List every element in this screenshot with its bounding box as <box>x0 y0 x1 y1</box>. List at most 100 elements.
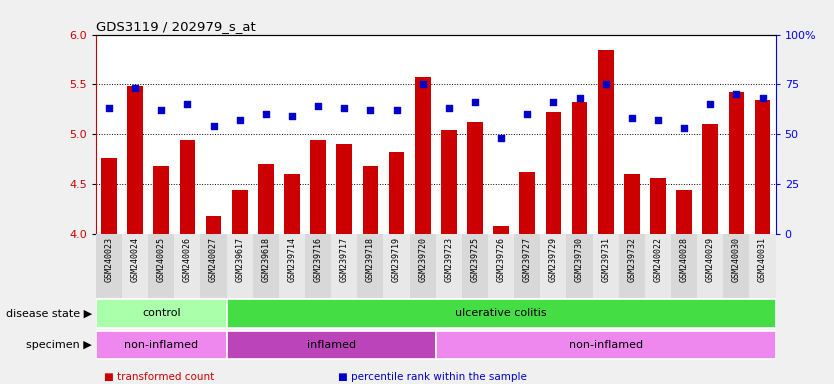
Text: GSM239732: GSM239732 <box>627 237 636 282</box>
Bar <box>697 234 723 298</box>
Bar <box>462 234 488 298</box>
Bar <box>200 234 227 298</box>
Bar <box>572 103 587 234</box>
Bar <box>253 234 279 298</box>
Bar <box>755 101 771 234</box>
Point <box>154 108 168 114</box>
Point <box>311 103 324 109</box>
Bar <box>540 234 566 298</box>
Point <box>338 105 351 111</box>
Text: GSM240031: GSM240031 <box>758 237 767 282</box>
Bar <box>331 234 357 298</box>
Bar <box>520 172 535 234</box>
Text: GSM239723: GSM239723 <box>445 237 454 282</box>
Bar <box>493 226 509 234</box>
Point <box>364 108 377 114</box>
Point <box>730 91 743 98</box>
Bar <box>593 234 619 298</box>
Text: control: control <box>142 308 181 318</box>
Bar <box>566 234 593 298</box>
Point <box>416 81 430 88</box>
Point <box>626 115 639 121</box>
Bar <box>723 234 750 298</box>
Text: GSM239726: GSM239726 <box>496 237 505 282</box>
Text: non-inflamed: non-inflamed <box>124 340 198 350</box>
Bar <box>389 152 404 234</box>
Text: GSM240024: GSM240024 <box>131 237 139 282</box>
Bar <box>227 299 776 328</box>
Bar <box>232 190 248 234</box>
Bar <box>96 331 227 359</box>
Bar <box>409 234 435 298</box>
Point <box>207 123 220 129</box>
Text: GSM240027: GSM240027 <box>209 237 218 282</box>
Text: GSM239618: GSM239618 <box>261 237 270 282</box>
Bar <box>651 178 666 234</box>
Text: specimen ▶: specimen ▶ <box>26 340 92 350</box>
Bar <box>750 234 776 298</box>
Text: GSM239717: GSM239717 <box>339 237 349 282</box>
Point <box>704 101 717 108</box>
Bar <box>179 141 195 234</box>
Point <box>756 95 769 101</box>
Text: GSM239725: GSM239725 <box>470 237 480 282</box>
Bar <box>441 131 457 234</box>
Text: GSM240030: GSM240030 <box>732 237 741 282</box>
Bar <box>101 158 117 234</box>
Bar <box>515 234 540 298</box>
Bar <box>645 234 671 298</box>
Bar <box>153 166 169 234</box>
Point <box>259 111 273 118</box>
Bar <box>702 124 718 234</box>
Text: GSM240023: GSM240023 <box>104 237 113 282</box>
Point <box>547 99 560 106</box>
Text: GSM239729: GSM239729 <box>549 237 558 282</box>
Point <box>389 108 403 114</box>
Bar <box>545 113 561 234</box>
Point <box>128 85 142 91</box>
Point <box>495 135 508 141</box>
Text: disease state ▶: disease state ▶ <box>6 308 92 318</box>
Point <box>599 81 612 88</box>
Bar <box>96 299 227 328</box>
Bar <box>435 234 462 298</box>
Text: ■ transformed count: ■ transformed count <box>104 372 214 382</box>
Text: GSM239727: GSM239727 <box>523 237 532 282</box>
Bar <box>284 174 300 234</box>
Bar <box>624 174 640 234</box>
Bar <box>258 164 274 234</box>
Bar <box>122 234 148 298</box>
Text: GSM239617: GSM239617 <box>235 237 244 282</box>
Bar <box>227 234 253 298</box>
Bar <box>467 122 483 234</box>
Point <box>651 118 665 124</box>
Text: GSM239716: GSM239716 <box>314 237 323 282</box>
Point <box>285 113 299 119</box>
Point <box>677 125 691 131</box>
Bar <box>384 234 409 298</box>
Bar <box>671 234 697 298</box>
Bar <box>279 234 305 298</box>
Point <box>520 111 534 118</box>
Bar <box>619 234 645 298</box>
Bar <box>148 234 174 298</box>
Bar <box>363 166 379 234</box>
Text: GSM239730: GSM239730 <box>575 237 584 282</box>
Point <box>103 105 116 111</box>
Text: GSM239720: GSM239720 <box>418 237 427 282</box>
Bar <box>598 50 614 234</box>
Text: GSM240028: GSM240028 <box>680 237 689 282</box>
Bar <box>206 216 221 234</box>
Bar <box>227 331 435 359</box>
Text: GSM240029: GSM240029 <box>706 237 715 282</box>
Bar <box>96 234 122 298</box>
Text: GSM239719: GSM239719 <box>392 237 401 282</box>
Bar <box>305 234 331 298</box>
Text: ■ percentile rank within the sample: ■ percentile rank within the sample <box>338 372 526 382</box>
Bar <box>414 78 430 234</box>
Bar <box>128 86 143 234</box>
Point <box>442 105 455 111</box>
Text: GSM239718: GSM239718 <box>366 237 375 282</box>
Bar <box>676 190 692 234</box>
Bar <box>357 234 384 298</box>
